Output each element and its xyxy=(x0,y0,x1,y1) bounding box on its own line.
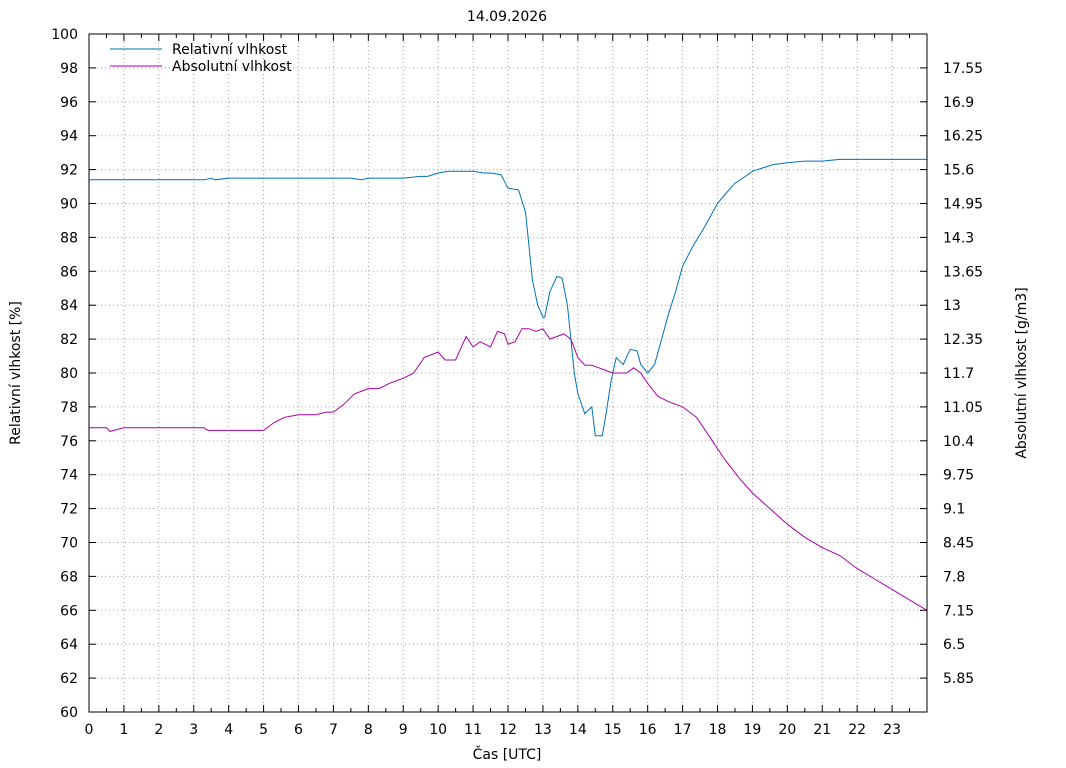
chart-title: 14.09.2026 xyxy=(467,9,547,25)
y2-tick-label: 12.35 xyxy=(943,332,983,348)
x-tick-labels: 0 1 2 3 4 5 6 7 8 9 10 11 12 13 14 15 16 17 18 19 20 21 22 23 xyxy=(85,722,901,738)
y2-tick-label: 13 xyxy=(943,298,961,314)
y2-tick-label: 11.7 xyxy=(943,366,974,382)
y2-tick-label: 13.65 xyxy=(943,264,983,280)
y2-tick-label: 8.45 xyxy=(943,536,974,552)
x-tick-label: 0 xyxy=(85,722,94,738)
series-line-relative xyxy=(89,158,927,437)
y-tick-label: 64 xyxy=(60,637,78,653)
y-tick-label: 68 xyxy=(60,569,78,585)
x-tick-label: 19 xyxy=(744,722,762,738)
y2-tick-labels: 5.85 6.5 7.15 7.8 8.45 9.1 9.75 10.4 11.05 11.7 12… xyxy=(943,61,983,687)
x-tick-label: 12 xyxy=(499,722,517,738)
y2-tick-label: 9.1 xyxy=(943,502,965,518)
y-tick-labels: 60 62 64 66 68 70 72 74 76 78 80 82 84 86 88 90 92 94 96 98… xyxy=(51,27,78,721)
x-tick-label: 21 xyxy=(813,722,831,738)
x-tick-label: 16 xyxy=(639,722,657,738)
legend: Relativní vlhkost Absolutní vlhkost xyxy=(110,42,292,75)
x-tick-label: 11 xyxy=(464,722,482,738)
x-tick-label: 9 xyxy=(399,722,408,738)
y-tick-label: 74 xyxy=(60,468,78,484)
grid xyxy=(89,34,927,712)
y-tick-label: 100 xyxy=(51,27,78,43)
x-tick-label: 1 xyxy=(119,722,128,738)
x-tick-label: 6 xyxy=(294,722,303,738)
x-tick-label: 8 xyxy=(364,722,373,738)
series-line-absolute xyxy=(89,328,928,611)
y-tick-label: 62 xyxy=(60,671,78,687)
y-tick-label: 72 xyxy=(60,502,78,518)
x-tick-label: 13 xyxy=(534,722,552,738)
axis-ticks xyxy=(88,33,927,713)
y2-tick-label: 7.15 xyxy=(943,603,974,619)
y2-tick-label: 14.95 xyxy=(943,197,983,213)
y-tick-label: 76 xyxy=(60,434,78,450)
y2-tick-label: 7.8 xyxy=(943,569,965,585)
y-tick-label: 86 xyxy=(60,264,78,280)
y2-tick-label: 16.25 xyxy=(943,129,983,145)
legend-label-absolute: Absolutní vlhkost xyxy=(172,59,292,75)
x-tick-label: 14 xyxy=(569,722,587,738)
y-tick-label: 84 xyxy=(60,298,78,314)
x-tick-label: 10 xyxy=(429,722,447,738)
y-tick-label: 96 xyxy=(60,95,78,111)
y-tick-label: 70 xyxy=(60,536,78,552)
y-tick-label: 90 xyxy=(60,197,78,213)
x-tick-label: 17 xyxy=(674,722,692,738)
series-lines xyxy=(89,158,928,611)
x-tick-label: 5 xyxy=(259,722,268,738)
y-tick-label: 78 xyxy=(60,400,78,416)
y2-tick-label: 17.55 xyxy=(943,61,983,77)
y-tick-label: 98 xyxy=(60,61,78,77)
x-tick-label: 7 xyxy=(329,722,338,738)
y2-tick-label: 15.6 xyxy=(943,163,974,179)
x-tick-label: 20 xyxy=(778,722,796,738)
y-tick-label: 88 xyxy=(60,230,78,246)
y2-tick-label: 16.9 xyxy=(943,95,974,111)
x-tick-label: 23 xyxy=(883,722,901,738)
y2-tick-label: 6.5 xyxy=(943,637,965,653)
plot-frame xyxy=(88,33,928,713)
x-axis-title: Čas [UTC] xyxy=(473,745,542,763)
x-tick-label: 4 xyxy=(224,722,233,738)
y-tick-label: 92 xyxy=(60,163,78,179)
y-tick-label: 80 xyxy=(60,366,78,382)
x-tick-label: 22 xyxy=(848,722,866,738)
legend-label-relative: Relativní vlhkost xyxy=(172,42,288,58)
y2-tick-label: 14.3 xyxy=(943,230,974,246)
y2-tick-label: 10.4 xyxy=(943,434,974,450)
x-tick-label: 3 xyxy=(189,722,198,738)
y2-tick-label: 11.05 xyxy=(943,400,983,416)
y-tick-label: 60 xyxy=(60,705,78,721)
y2-tick-label: 9.75 xyxy=(943,468,974,484)
x-tick-label: 2 xyxy=(154,722,163,738)
x-tick-label: 18 xyxy=(709,722,727,738)
y-tick-label: 82 xyxy=(60,332,78,348)
y-tick-label: 66 xyxy=(60,603,78,619)
y2-tick-label: 5.85 xyxy=(943,671,974,687)
y2-axis-title: Absolutní vlhkost [g/m3] xyxy=(1014,287,1030,458)
y-axis-title: Relativní vlhkost [%] xyxy=(8,301,24,445)
x-tick-label: 15 xyxy=(604,722,622,738)
y-tick-label: 94 xyxy=(60,129,78,145)
